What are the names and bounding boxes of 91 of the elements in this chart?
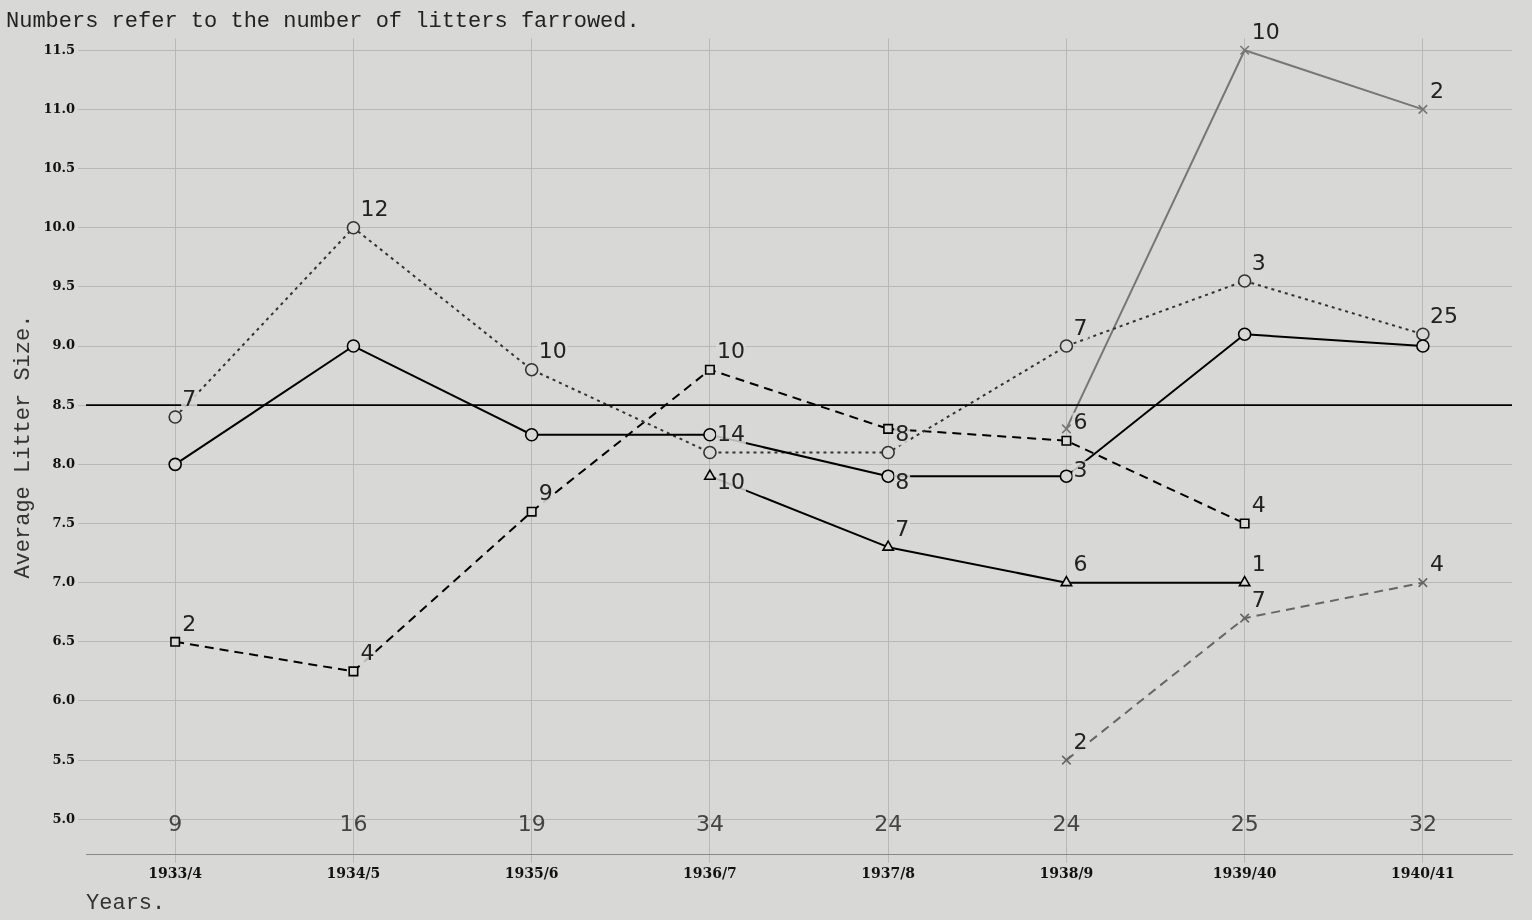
annotation: 7: [895, 515, 910, 541]
annotation: 12: [360, 196, 389, 222]
point: [170, 636, 181, 647]
annotation: 16: [339, 810, 368, 836]
point: [703, 445, 717, 460]
chart-title: Numbers refer to the number of litters farrowed.: [6, 9, 640, 35]
point: [1237, 327, 1252, 341]
point: [1061, 755, 1072, 766]
annotation: 25: [1230, 810, 1259, 836]
x-tick-label: 1939/40: [1212, 864, 1277, 881]
annotation: 4: [360, 640, 375, 666]
point: [703, 427, 717, 442]
x-tick-label: 1938/9: [1039, 864, 1094, 881]
point: [881, 445, 895, 460]
point: [348, 666, 359, 677]
y-tick-label: 6.5: [52, 633, 76, 649]
annotation: 2: [182, 610, 197, 636]
annotation: 19: [517, 810, 546, 836]
y-tick-label: 8.0: [52, 455, 76, 471]
point: [526, 506, 537, 517]
y-tick-label: 7.5: [52, 514, 76, 530]
annotation: 32: [1408, 810, 1437, 836]
y-tick-label: 9.5: [52, 278, 76, 294]
annotation: 9: [538, 480, 553, 506]
y-axis-title: Average Litter Size.: [11, 314, 37, 579]
annotation: 9: [168, 810, 183, 836]
point: [703, 469, 716, 480]
annotation: 14: [716, 421, 745, 447]
y-tick-label: 5.0: [52, 810, 76, 826]
point: [1416, 339, 1430, 353]
point: [1059, 469, 1074, 483]
point: [1238, 575, 1251, 587]
annotation: 10: [538, 338, 567, 364]
point: [881, 469, 895, 483]
point: [346, 339, 361, 353]
point: [1061, 423, 1072, 434]
point: [1061, 435, 1072, 446]
annotation: 1: [1251, 551, 1266, 577]
point: [524, 362, 539, 377]
annotation: 4: [1251, 492, 1266, 518]
annotation: 6: [1073, 409, 1088, 435]
y-tick-label: 6.0: [52, 692, 76, 708]
y-tick-label: 11.0: [43, 100, 76, 116]
x-axis-title: Years.: [86, 890, 166, 916]
annotation: 6: [1073, 551, 1088, 577]
point: [1060, 575, 1073, 587]
y-tick-label: 8.5: [52, 396, 76, 412]
y-tick-label: 5.5: [52, 751, 76, 767]
annotation: 24: [874, 810, 903, 836]
annotation: 8: [895, 421, 910, 447]
point: [704, 364, 715, 375]
annotation: 8: [895, 469, 910, 495]
y-tick-label: 10.0: [43, 219, 76, 235]
x-tick-label: 1933/4: [148, 864, 203, 881]
annotation: 25: [1429, 302, 1458, 328]
y-tick-label: 10.5: [43, 159, 76, 175]
annotation: 7: [182, 385, 197, 411]
annotation: 10: [1251, 18, 1280, 44]
x-tick-label: 1934/5: [326, 864, 381, 881]
point: [1239, 518, 1250, 529]
point: [168, 410, 182, 424]
y-tick-label: 9.0: [52, 337, 76, 353]
y-tick-label: 7.0: [52, 574, 76, 590]
annotation: 7: [1073, 314, 1088, 340]
annotation: 3: [1251, 249, 1266, 275]
annotation: 10: [716, 469, 745, 495]
annotation: 3: [1073, 457, 1088, 483]
point: [1237, 274, 1252, 288]
annotation: 2: [1429, 78, 1444, 104]
annotation: 24: [1052, 810, 1081, 836]
x-tick-label: 1935/6: [504, 864, 559, 881]
x-tick-label: 1936/7: [683, 864, 737, 881]
annotation: 7: [1251, 586, 1266, 612]
point: [1239, 613, 1250, 624]
point: [1059, 339, 1074, 353]
point: [1416, 327, 1430, 341]
x-tick-label: 1940/41: [1391, 864, 1455, 881]
annotation: 2: [1073, 728, 1088, 754]
point: [168, 457, 182, 472]
point: [346, 220, 361, 235]
annotation: 4: [1429, 551, 1444, 577]
point: [1417, 577, 1428, 588]
annotation: 34: [695, 810, 724, 836]
y-tick-label: 11.5: [43, 41, 76, 57]
point: [1417, 104, 1428, 115]
point: [1239, 45, 1250, 56]
point: [883, 423, 894, 434]
x-tick-label: 1937/8: [861, 864, 916, 881]
point: [524, 427, 539, 442]
annotation: 10: [716, 338, 745, 364]
point: [882, 540, 895, 551]
